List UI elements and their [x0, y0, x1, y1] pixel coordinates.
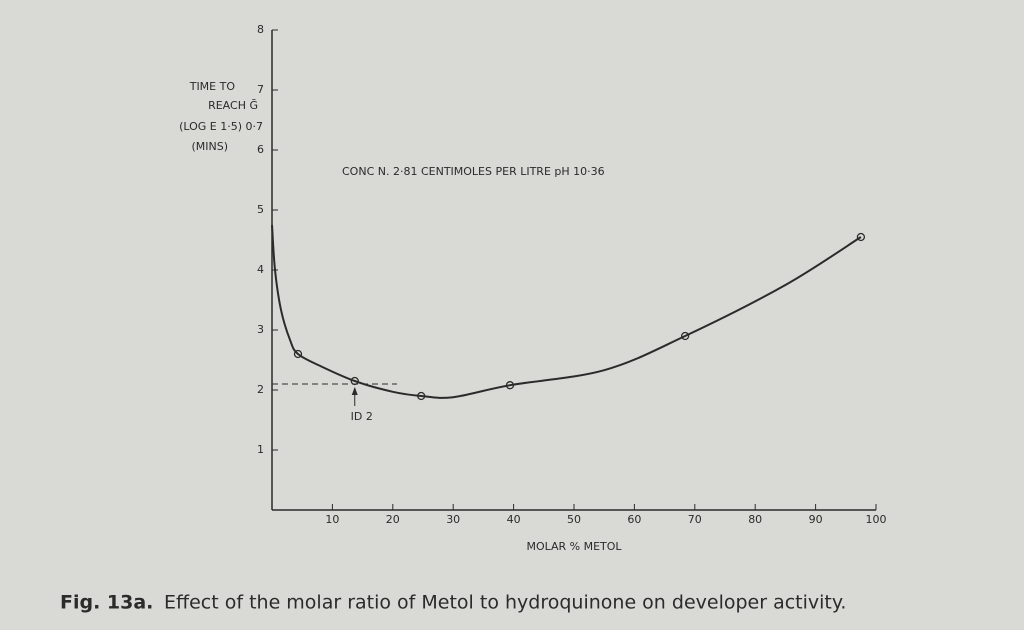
data-point [293, 349, 303, 359]
y-tick-label: 7 [257, 83, 264, 96]
y-axis-label: TIME TO [189, 80, 236, 93]
x-axis-label: MOLAR % METOL [526, 540, 622, 553]
caption: Effect of the molar ratio of Metol to hy… [164, 592, 846, 614]
marker-label: ID 2 [351, 410, 373, 423]
data-point [350, 376, 359, 386]
data-point [505, 381, 515, 390]
x-tick-label: 10 [325, 513, 339, 526]
y-tick-label: 4 [257, 263, 264, 276]
curve [271, 224, 862, 399]
x-tick-label: 100 [866, 513, 887, 526]
data-point [417, 391, 426, 401]
y-tick-label: 5 [257, 203, 264, 216]
y-tick-label: 6 [257, 143, 264, 156]
y-axis-label: (MINS) [191, 140, 228, 153]
y-axis-label: (LOG E 1·5) 0·7 [179, 120, 263, 133]
y-tick-label: 8 [257, 23, 264, 36]
marker-arrowhead [351, 387, 358, 395]
y-axis-label: REACH Ḡ [208, 99, 258, 112]
x-tick-label: 50 [567, 513, 581, 526]
x-tick-label: 90 [809, 513, 823, 526]
x-tick-label: 70 [688, 513, 702, 526]
data-point [856, 232, 866, 242]
y-tick-label: 3 [257, 323, 264, 336]
x-tick-label: 60 [627, 513, 641, 526]
y-tick-label: 2 [257, 383, 264, 396]
caption-label: Fig. 13a. [60, 592, 153, 614]
x-tick-label: 30 [446, 513, 460, 526]
x-tick-label: 40 [507, 513, 521, 526]
annotation: CONC N. 2·81 CENTIMOLES PER LITRE pH 10·… [342, 165, 605, 178]
data-point [680, 331, 690, 341]
x-tick-label: 80 [748, 513, 762, 526]
x-tick-label: 20 [386, 513, 400, 526]
y-tick-label: 1 [257, 443, 264, 456]
